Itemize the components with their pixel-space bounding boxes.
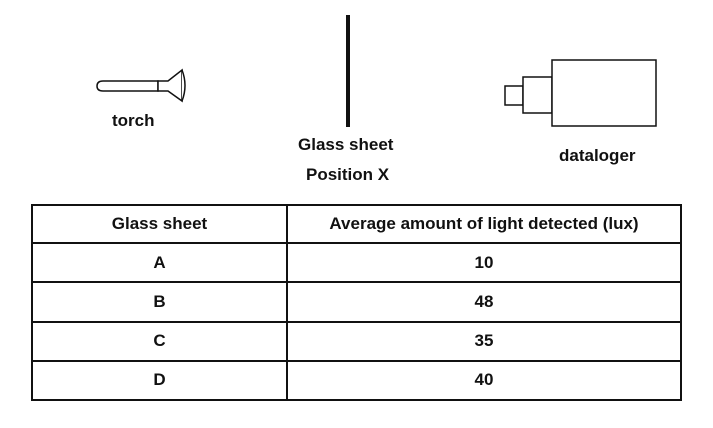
cell-lux: 10	[286, 241, 682, 284]
table-row: D 40	[31, 359, 682, 402]
torch-label: torch	[112, 111, 155, 130]
cell-sheet: C	[31, 320, 288, 362]
results-table: Glass sheet Average amount of light dete…	[31, 204, 682, 402]
cell-sheet: D	[31, 359, 288, 402]
apparatus-diagram	[96, 15, 657, 127]
header-glass-sheet: Glass sheet	[31, 204, 288, 244]
table-header-row: Glass sheet Average amount of light dete…	[31, 204, 682, 244]
glass-sheet-label: Glass sheet	[298, 135, 394, 154]
datalogger-icon	[504, 59, 657, 127]
header-average-light: Average amount of light detected (lux)	[286, 204, 682, 244]
table-row: A 10	[31, 241, 682, 284]
table-row: B 48	[31, 281, 682, 323]
position-x-label: Position X	[306, 165, 390, 184]
glass-sheet-line	[346, 15, 350, 127]
table-row: C 35	[31, 320, 682, 362]
cell-lux: 48	[286, 281, 682, 323]
cell-sheet: A	[31, 241, 288, 284]
datalogger-label: dataloger	[559, 146, 636, 165]
cell-lux: 40	[286, 359, 682, 402]
torch-icon	[96, 68, 186, 103]
cell-sheet: B	[31, 281, 288, 323]
cell-lux: 35	[286, 320, 682, 362]
